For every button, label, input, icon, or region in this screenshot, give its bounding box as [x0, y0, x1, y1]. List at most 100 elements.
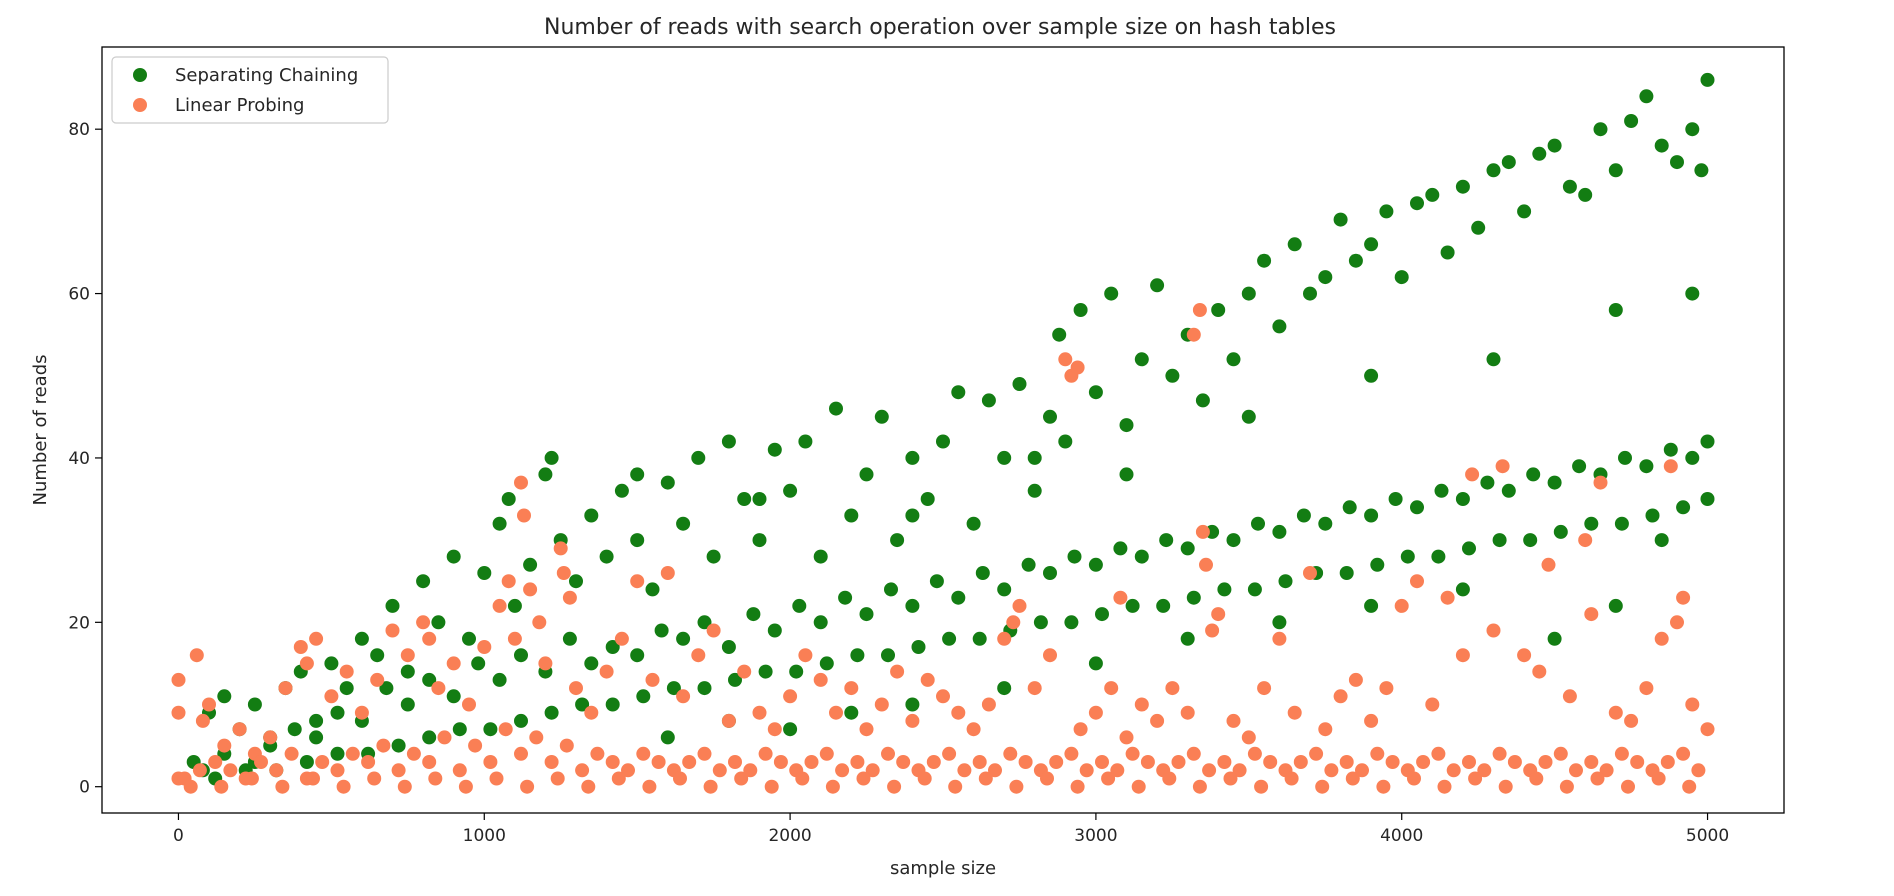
data-point: [1685, 286, 1700, 301]
data-point: [1119, 730, 1134, 745]
data-point: [1578, 533, 1593, 548]
data-point: [1486, 623, 1501, 638]
data-point: [1125, 598, 1140, 613]
data-point: [737, 492, 752, 506]
data-point: [767, 442, 782, 457]
data-point: [1455, 582, 1470, 597]
data-point: [660, 730, 675, 745]
data-point: [514, 648, 528, 663]
data-point: [1345, 771, 1360, 786]
data-point: [562, 590, 577, 605]
data-point: [263, 730, 278, 745]
data-point: [514, 713, 528, 728]
x-tick-label: 3000: [1074, 826, 1117, 846]
data-point: [697, 615, 712, 630]
data-point: [247, 697, 262, 712]
data-point: [1639, 681, 1654, 696]
data-point: [391, 763, 406, 778]
data-point: [1532, 146, 1547, 161]
data-point: [630, 467, 645, 482]
series-1: [171, 303, 1715, 794]
data-point: [1012, 377, 1027, 391]
data-point: [1614, 516, 1629, 531]
data-point: [1517, 648, 1532, 663]
data-point: [917, 771, 932, 786]
data-point: [1553, 524, 1568, 539]
data-point: [517, 508, 531, 523]
data-point: [905, 598, 920, 613]
data-point: [1067, 549, 1082, 564]
data-point: [1495, 459, 1510, 474]
data-point: [1333, 212, 1348, 227]
data-point: [385, 623, 400, 638]
data-point: [1593, 475, 1608, 490]
data-point: [507, 631, 522, 646]
data-point: [345, 746, 360, 761]
data-point: [1088, 557, 1103, 572]
data-point: [942, 746, 957, 761]
data-point: [605, 697, 620, 712]
data-point: [1272, 615, 1287, 630]
data-point: [743, 763, 758, 778]
data-point: [1700, 434, 1715, 449]
data-point: [1226, 533, 1241, 548]
data-point: [559, 738, 574, 753]
data-point: [1165, 681, 1180, 696]
data-point: [1578, 187, 1593, 202]
data-point: [1410, 574, 1424, 589]
data-point: [299, 656, 314, 671]
data-point: [1618, 450, 1632, 465]
data-point: [1388, 492, 1403, 506]
data-point: [844, 508, 859, 523]
data-point: [1348, 253, 1363, 268]
data-point: [1654, 533, 1669, 548]
data-point: [1507, 755, 1522, 769]
y-tick-label: 0: [79, 778, 90, 798]
data-point: [1593, 122, 1608, 137]
data-point: [783, 483, 798, 498]
data-point: [1186, 327, 1201, 342]
data-point: [1257, 253, 1272, 268]
data-point: [773, 755, 788, 769]
data-point: [1663, 442, 1678, 457]
data-point: [1660, 755, 1675, 769]
data-point: [1195, 524, 1210, 539]
data-point: [850, 755, 865, 769]
data-point: [575, 697, 590, 712]
data-point: [1547, 138, 1562, 153]
x-tick-label: 4000: [1380, 826, 1423, 846]
data-point: [813, 615, 828, 630]
data-point: [1162, 771, 1177, 786]
data-point: [1104, 681, 1119, 696]
data-point: [1101, 771, 1116, 786]
data-point: [400, 664, 415, 679]
data-point: [1113, 590, 1128, 605]
data-point: [1043, 566, 1057, 580]
y-tick-label: 20: [68, 613, 90, 633]
data-point: [428, 771, 443, 786]
data-point: [376, 738, 391, 753]
data-point: [1134, 697, 1149, 712]
x-tick-label: 5000: [1686, 826, 1729, 846]
y-axis-label: Number of reads: [30, 354, 51, 505]
data-point: [1263, 755, 1278, 769]
data-point: [1232, 763, 1247, 778]
data-point: [293, 640, 308, 654]
data-point: [477, 640, 492, 654]
data-point: [1140, 755, 1155, 769]
data-point: [507, 598, 522, 613]
data-point: [1150, 713, 1165, 728]
data-point: [621, 763, 635, 778]
data-point: [315, 755, 330, 769]
data-point: [514, 475, 528, 490]
data-point: [752, 492, 767, 506]
legend-label-linear-probing: Linear Probing: [175, 95, 304, 116]
data-point: [483, 722, 498, 737]
data-point: [1095, 607, 1109, 622]
data-point: [1052, 327, 1067, 342]
data-point: [306, 771, 320, 786]
data-point: [874, 697, 889, 712]
data-point: [673, 771, 687, 786]
data-point: [728, 672, 742, 687]
data-point: [1119, 418, 1134, 433]
